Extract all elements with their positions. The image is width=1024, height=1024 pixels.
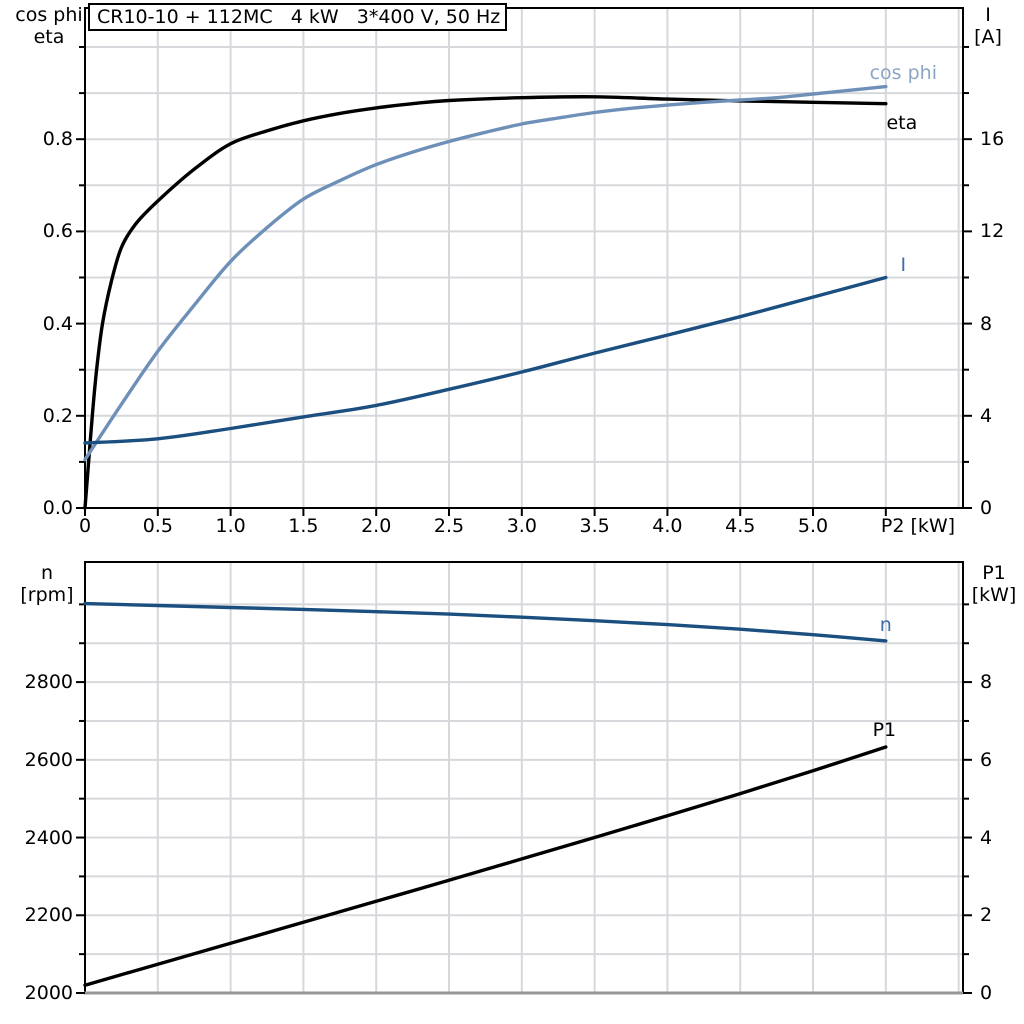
top-left-axis-title: cos phi eta [13, 4, 85, 48]
speed-axis-label: n [40, 562, 54, 584]
y-left-tick-label: 0.4 [42, 312, 73, 335]
x-tick-label: 4.5 [725, 515, 756, 537]
top-right-axis-title: I [A] [960, 4, 1016, 48]
cos-phi-axis-label: cos phi [15, 4, 83, 26]
rpm-unit-label: [rpm] [20, 584, 74, 606]
y-right-tick-label: 0 [980, 497, 993, 519]
y-right-tick-label: 0 [980, 982, 993, 1004]
x-tick-label: 1.0 [215, 515, 246, 537]
bottom-left-axis-title: n [rpm] [11, 562, 83, 606]
x-tick-label: 0.5 [142, 515, 173, 537]
y-left-tick-label: 0.2 [42, 404, 73, 427]
x-tick-label: 0 [78, 515, 92, 537]
y-left-tick-label: 2400 [24, 826, 73, 849]
p1-axis-label: P1 [982, 562, 1006, 584]
i-curve-label: I [900, 253, 907, 276]
x-tick-label: 2.0 [361, 515, 392, 537]
y-right-tick-label: 6 [980, 748, 993, 771]
y-left-tick-label: 2800 [24, 671, 73, 694]
x-tick-label: 3.0 [506, 515, 537, 537]
y-right-tick-label: 12 [980, 220, 1005, 243]
y-left-tick-label: 0.6 [42, 220, 73, 243]
ampere-unit-label: [A] [974, 26, 1002, 48]
eta-curve-label: eta [886, 112, 918, 135]
chart-title-box: CR10-10 + 112MC 4 kW 3*400 V, 50 Hz [88, 3, 507, 31]
x-axis-unit-label: P2 [kW] [880, 515, 956, 537]
y-right-tick-label: 4 [980, 826, 993, 849]
x-tick-label: 5.0 [797, 515, 829, 537]
current-axis-label: I [985, 4, 991, 26]
y-left-tick-label: 2000 [24, 982, 73, 1004]
kw-unit-label: [kW] [971, 584, 1017, 606]
p1-curve-label: P1 [872, 719, 897, 742]
x-tick-label: 1.5 [288, 515, 319, 537]
y-right-tick-label: 16 [980, 128, 1005, 151]
y-right-tick-label: 8 [980, 671, 993, 694]
x-tick-label: 4.0 [652, 515, 683, 537]
x-tick-label: 3.5 [579, 515, 610, 537]
y-right-tick-label: 8 [980, 312, 993, 335]
n-curve [83, 601, 888, 643]
bottom-right-axis-title: P1 [kW] [966, 562, 1022, 606]
y-right-tick-label: 4 [980, 404, 993, 427]
y-left-tick-label: 0.8 [42, 128, 73, 151]
n-curve-label: n [879, 613, 892, 636]
y-left-tick-label: 0.0 [42, 497, 73, 519]
x-tick-label: 2.5 [433, 515, 465, 537]
y-left-tick-label: 2200 [24, 904, 73, 927]
eta-curve [83, 95, 888, 510]
p1-curve [83, 745, 888, 987]
y-right-tick-label: 2 [980, 904, 993, 927]
cos-phi-curve-label: cos phi [869, 61, 937, 84]
cos-phi-curve [83, 84, 888, 462]
y-left-tick-label: 2600 [24, 748, 73, 771]
i-curve [83, 275, 888, 445]
eta-axis-label: eta [33, 26, 65, 48]
